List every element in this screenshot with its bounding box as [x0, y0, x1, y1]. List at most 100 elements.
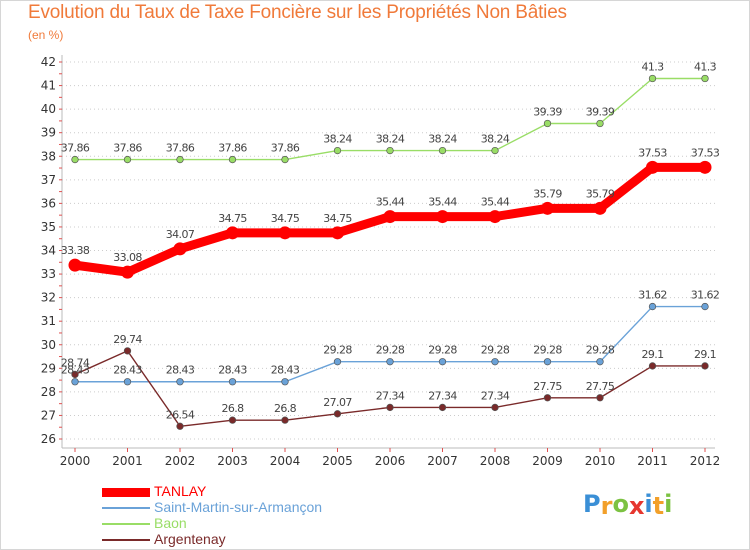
data-label-argentenay-2006: 27.34 [376, 389, 405, 402]
point-tanlay-2004 [278, 226, 292, 240]
y-tick-label-26: 26 [41, 432, 56, 446]
point-tanlay-2002 [173, 242, 187, 256]
y-tick-label-32: 32 [41, 291, 56, 305]
y-tick-label-28: 28 [41, 385, 56, 399]
logo-letter: i [644, 490, 653, 518]
grid-lines [62, 61, 715, 440]
data-label-tanlay-2006: 35.44 [376, 196, 405, 209]
point-saint-martin-sur-arman-on-2003 [228, 378, 237, 386]
data-label-tanlay-2004: 34.75 [271, 212, 300, 225]
point-baon-2001 [123, 155, 132, 164]
x-tick-label-2005: 2005 [322, 454, 353, 468]
legend-label-argentenay: Argentenay [154, 531, 226, 547]
point-tanlay-2011 [646, 160, 659, 174]
logo-letter: x [628, 492, 645, 520]
y-tick-label-38: 38 [41, 149, 56, 163]
data-label-argentenay-2004: 26.8 [274, 402, 297, 415]
data-label-baon-2002: 37.86 [166, 142, 195, 155]
data-label-baon-2008: 38.24 [481, 133, 510, 146]
point-tanlay-2003 [226, 226, 239, 240]
data-label-baon-2006: 38.24 [376, 133, 405, 146]
point-argentenay-2011 [648, 362, 657, 370]
point-baon-2009 [543, 119, 552, 128]
data-label-tanlay-2000: 33.38 [61, 244, 90, 257]
point-tanlay-2006 [383, 210, 397, 224]
point-baon-2012 [701, 74, 709, 83]
data-label-argentenay-2000: 28.74 [61, 356, 90, 369]
point-tanlay-2010 [593, 201, 607, 215]
x-tick-label-2000: 2000 [60, 454, 91, 468]
point-argentenay-2008 [491, 403, 499, 412]
point-baon-2008 [491, 146, 499, 155]
point-baon-2000 [71, 155, 79, 164]
point-tanlay-2000 [68, 258, 82, 272]
data-label-argentenay-2002: 26.54 [166, 408, 195, 421]
point-saint-martin-sur-arman-on-2006 [386, 358, 394, 366]
point-argentenay-2004 [281, 416, 289, 424]
data-label-baon-2000: 37.86 [61, 142, 90, 155]
y-tick-label-37: 37 [41, 173, 56, 187]
x-tick-label-2001: 2001 [112, 454, 143, 468]
point-baon-2003 [228, 155, 237, 164]
data-label-tanlay-2002: 34.07 [166, 228, 195, 241]
data-label-saint-martin-sur-arman-on-2001: 28.43 [113, 364, 142, 377]
data-label-tanlay-2012: 37.53 [691, 146, 720, 159]
point-saint-martin-sur-arman-on-2000 [71, 378, 79, 386]
data-label-baon-2005: 38.24 [323, 133, 352, 146]
point-baon-2011 [648, 74, 657, 83]
y-tick-label-33: 33 [41, 267, 56, 281]
legend-swatch-argentenay [102, 539, 150, 541]
x-tick-label-2002: 2002 [165, 454, 196, 468]
data-label-tanlay-2003: 34.75 [218, 212, 247, 225]
y-tick-label-34: 34 [41, 244, 56, 258]
data-label-baon-2004: 37.86 [271, 142, 300, 155]
axes: 26 27 28 29 30 31 32 33 34 35 36 37 38 39 40 41 42 2000 20… [41, 55, 721, 468]
x-tick-label-2008: 2008 [480, 454, 511, 468]
y-tick-label-42: 42 [41, 55, 56, 69]
point-baon-2004 [281, 155, 289, 164]
point-saint-martin-sur-arman-on-2008 [491, 358, 499, 366]
point-argentenay-2000 [71, 370, 79, 379]
point-argentenay-2002 [176, 422, 184, 430]
point-tanlay-2005 [331, 226, 344, 240]
data-label-saint-martin-sur-arman-on-2011: 31.62 [638, 289, 667, 302]
data-label-argentenay-2005: 27.07 [323, 396, 352, 409]
y-tick-label-35: 35 [41, 220, 56, 234]
point-argentenay-2003 [228, 416, 237, 424]
data-label-saint-martin-sur-arman-on-2004: 28.43 [271, 364, 300, 377]
point-tanlay-2009 [541, 201, 554, 215]
data-label-argentenay-2003: 26.8 [221, 402, 244, 415]
x-tick-label-2003: 2003 [217, 454, 248, 468]
logo-letter: i [664, 490, 673, 518]
series-lines [68, 74, 712, 430]
data-label-saint-martin-sur-arman-on-2003: 28.43 [218, 364, 247, 377]
point-baon-2005 [333, 146, 342, 155]
data-label-argentenay-2012: 29.1 [694, 348, 716, 361]
x-tick-label-2012: 2012 [690, 454, 721, 468]
point-saint-martin-sur-arman-on-2009 [543, 358, 552, 366]
data-label-argentenay-2010: 27.75 [586, 380, 615, 393]
y-tick-label-30: 30 [41, 338, 56, 352]
point-saint-martin-sur-arman-on-2007 [438, 358, 447, 366]
chart-subtitle: (en %) [28, 28, 64, 42]
y-tick-label-40: 40 [41, 102, 56, 116]
legend-label-baon: Baon [154, 515, 187, 531]
point-argentenay-2010 [596, 394, 604, 402]
data-label-tanlay-2011: 37.53 [638, 146, 667, 159]
data-label-tanlay-2010: 35.79 [586, 187, 615, 200]
point-argentenay-2001 [123, 347, 132, 355]
point-tanlay-2007 [436, 210, 449, 224]
data-label-argentenay-2009: 27.75 [533, 380, 562, 393]
point-baon-2002 [176, 155, 184, 164]
point-saint-martin-sur-arman-on-2001 [123, 378, 132, 386]
point-saint-martin-sur-arman-on-2011 [648, 302, 657, 311]
logo-letter: t [652, 492, 665, 520]
data-label-saint-martin-sur-arman-on-2009: 29.28 [533, 344, 562, 357]
data-label-argentenay-2001: 29.74 [113, 333, 142, 346]
proxiti-logo: Proxiti [583, 490, 673, 520]
data-label-saint-martin-sur-arman-on-2010: 29.28 [586, 344, 615, 357]
data-label-saint-martin-sur-arman-on-2000: 28.43 [61, 364, 90, 377]
point-baon-2007 [438, 146, 447, 155]
data-labels: 28.43 28.43 28.43 28.43 28.43 29.28 29.28 29.28… [61, 60, 721, 421]
x-tick-label-2010: 2010 [585, 454, 616, 468]
